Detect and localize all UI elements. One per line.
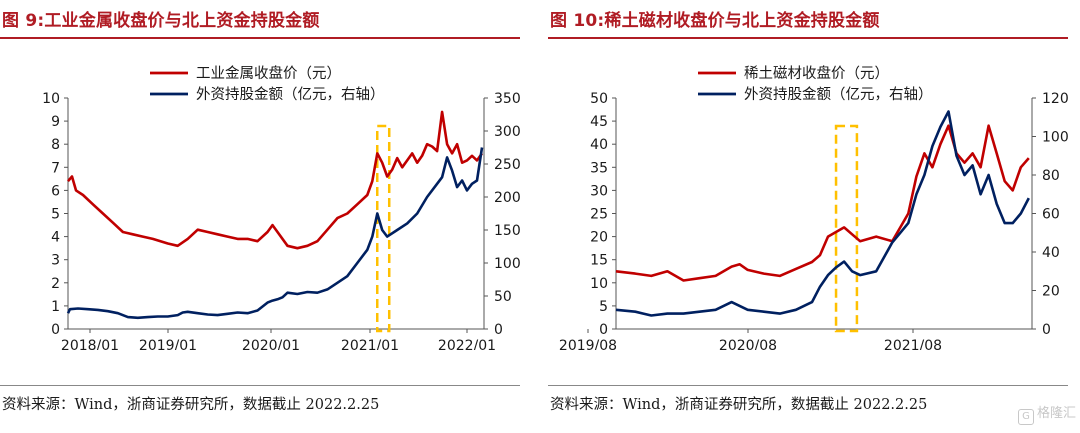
y-right-tick-label: 60: [1042, 207, 1060, 223]
y-left-tick-label: 3: [51, 253, 60, 269]
x-tick-label: 2019/08: [559, 338, 617, 350]
source-rule: [548, 385, 1068, 386]
y-right-tick-label: 20: [1042, 284, 1060, 300]
rare-earth-chart: 0 5 10 15 20 25 30 35 40 45 50 0 20 40 60 80 100 120 2019/…: [559, 64, 1069, 350]
foreign-holding-series-line: [615, 110, 1030, 317]
x-tick-label: 2019/01: [139, 338, 197, 350]
x-tick-label: 2020/01: [242, 338, 300, 350]
y-left-tick-label: 10: [42, 91, 60, 107]
y-left-tick-label: 0: [599, 322, 608, 338]
y-right-tick-label: 50: [494, 289, 512, 305]
chart-title: 图 9:工业金属收盘价与北上资金持股金额: [2, 11, 320, 31]
y-right-tick-label: 0: [1042, 322, 1051, 338]
watermark-logo-icon: G: [1017, 409, 1034, 425]
x-tick-label: 2018/01: [61, 338, 119, 350]
y-right-tick-label: 40: [1042, 245, 1060, 261]
y-left-tick-label: 45: [590, 114, 608, 130]
y-left-tick-label: 6: [51, 183, 60, 199]
y-left-tick-label: 8: [51, 137, 60, 153]
y-right-tick-label: 120: [1042, 91, 1069, 107]
source-note: 资料来源：Wind，浙商证券研究所，数据截止 2022.2.25: [550, 397, 928, 413]
foreign-holding-series-line: [66, 147, 484, 320]
y-left-tick-label: 5: [599, 299, 608, 315]
y-left-tick-label: 0: [51, 322, 60, 338]
x-tick-label: 2022/01: [438, 338, 496, 350]
y-left-tick-label: 2: [51, 276, 60, 292]
legend-label: 工业金属收盘价（元）: [196, 64, 341, 82]
right-panel: 图 10:稀土磁材收盘价与北上资金持股金额 0 5 10 15 20 25 30 35 40 45…: [548, 0, 1078, 433]
legend-label: 外资持股金额（亿元，右轴）: [744, 86, 933, 103]
source-rule: [0, 385, 520, 386]
y-right-tick-label: 350: [494, 91, 521, 107]
y-left-tick-label: 50: [590, 91, 608, 107]
legend-label: 外资持股金额（亿元，右轴）: [196, 86, 385, 103]
title-rule: [548, 37, 1068, 39]
y-left-tick-label: 35: [590, 160, 608, 176]
highlight-box: [376, 124, 391, 333]
y-left-tick-label: 4: [51, 230, 60, 246]
x-tick-label: 2020/08: [719, 338, 777, 350]
chart-title: 图 10:稀土磁材收盘价与北上资金持股金额: [550, 11, 880, 31]
source-note: 资料来源：Wind，浙商证券研究所，数据截止 2022.2.25: [2, 397, 380, 413]
y-right-tick-label: 0: [494, 322, 503, 338]
price-series-line: [67, 110, 484, 250]
y-right-tick-label: 80: [1042, 168, 1060, 184]
watermark-text: 格隆汇: [1036, 406, 1076, 421]
y-left-tick-label: 10: [590, 276, 608, 292]
y-left-tick-label: 30: [590, 183, 608, 199]
price-series-line: [615, 124, 1030, 282]
y-left-tick-label: 20: [590, 230, 608, 246]
x-tick-label: 2021/08: [884, 338, 942, 350]
title-rule: [0, 37, 520, 39]
y-right-tick-label: 300: [494, 124, 521, 140]
y-right-tick-label: 150: [494, 223, 521, 239]
y-right-tick-label: 200: [494, 190, 521, 206]
watermark: G 格隆汇: [1017, 402, 1076, 425]
industrial-metals-chart: 0123456789100501001502002503003502018/01…: [42, 64, 521, 350]
y-left-tick-label: 15: [590, 253, 608, 269]
y-left-tick-label: 5: [51, 207, 60, 223]
x-tick-label: 2021/01: [341, 338, 399, 350]
y-right-tick-label: 100: [1042, 130, 1069, 146]
left-panel: 图 9:工业金属收盘价与北上资金持股金额 0 1 2 3 4 5 6 7 8 9 10 0 50 100 1…: [0, 0, 530, 433]
y-right-tick-label: 250: [494, 157, 521, 173]
y-left-tick-label: 9: [51, 114, 60, 130]
y-left-tick-label: 1: [51, 299, 60, 315]
y-right-tick-label: 100: [494, 256, 521, 272]
y-left-tick-label: 25: [590, 207, 608, 223]
y-left-tick-label: 40: [590, 137, 608, 153]
y-left-tick-label: 7: [51, 160, 60, 176]
legend-label: 稀土磁材收盘价（元）: [744, 64, 889, 82]
